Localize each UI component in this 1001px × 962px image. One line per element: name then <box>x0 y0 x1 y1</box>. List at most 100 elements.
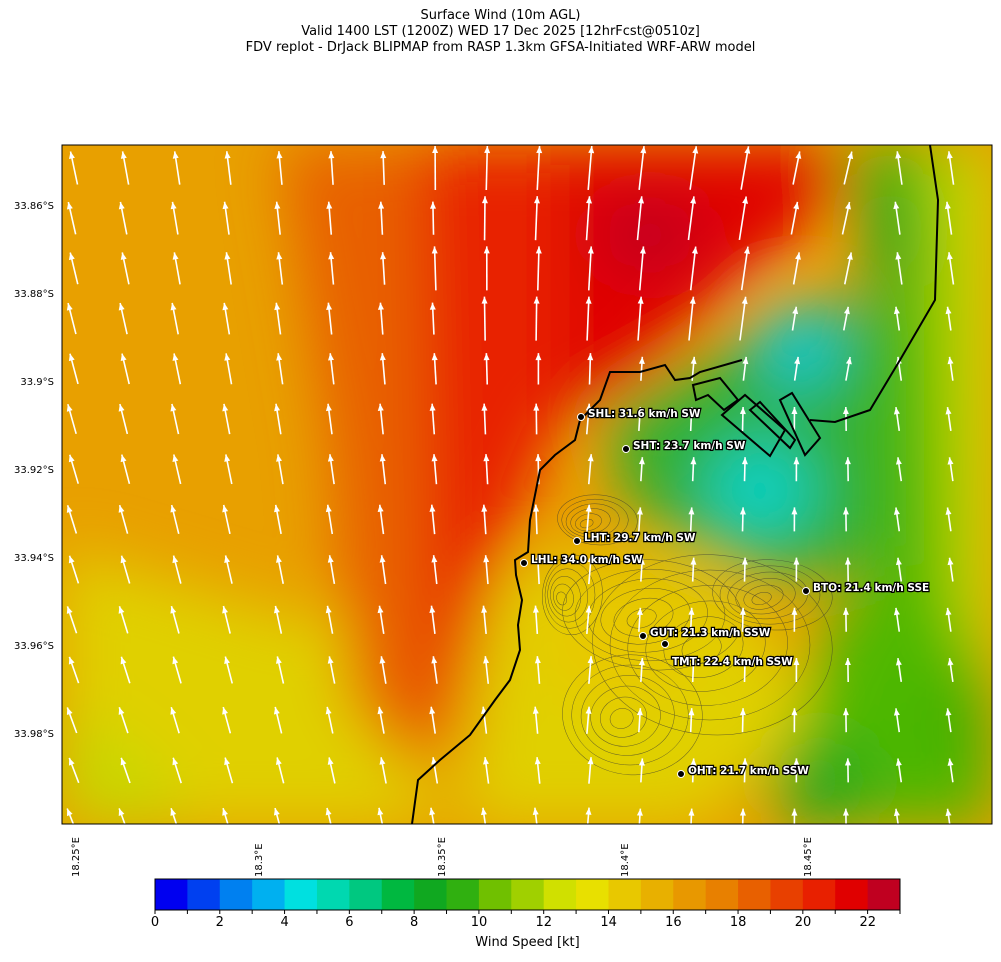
wind-arrow <box>483 454 490 485</box>
lat-label: 33.88°S <box>14 289 54 300</box>
contour-line <box>544 561 596 629</box>
wind-arrow <box>741 457 748 482</box>
wind-arrow <box>378 201 385 235</box>
wind-arrow <box>222 403 231 435</box>
station: GUT: 21.3 km/h SSW <box>639 626 772 640</box>
wind-arrow <box>843 151 854 185</box>
wind-arrow <box>377 504 385 535</box>
contour-line <box>751 591 772 605</box>
wind-arrow <box>172 151 181 185</box>
wind-arrow <box>893 708 901 733</box>
wind-arrow <box>895 557 903 582</box>
wind-arrow <box>535 353 542 385</box>
wind-arrow <box>741 657 748 683</box>
wind-arrow <box>274 201 281 235</box>
wind-arrow <box>431 555 438 585</box>
wind-arrow <box>791 406 798 432</box>
wind-arrow <box>587 353 594 385</box>
wind-arrow <box>276 151 283 185</box>
wind-arrow <box>66 808 75 824</box>
station: OHT: 21.7 km/h SSW <box>677 764 811 778</box>
contour-line <box>553 583 574 611</box>
colorbar-swatch <box>770 879 804 910</box>
wind-arrow <box>273 605 283 634</box>
colorbar-tick: 2 <box>215 915 224 930</box>
colorbar-swatch <box>316 879 350 910</box>
wind-arrow <box>118 707 129 734</box>
contour-line <box>743 584 784 610</box>
colorbar-tick: 6 <box>345 915 354 930</box>
station: LHL: 34.0 km/h SW <box>520 553 644 567</box>
wind-arrow <box>945 306 952 331</box>
station-dot <box>520 559 528 567</box>
wind-arrow <box>690 557 697 582</box>
wind-arrow <box>327 656 336 684</box>
station-label: LHT: 29.7 km/h SW <box>584 532 696 544</box>
colorbar-swatch <box>284 879 318 910</box>
station-label: SHT: 23.7 km/h SW <box>633 440 746 452</box>
wind-arrow <box>66 201 77 235</box>
contour-line <box>565 503 620 538</box>
contour-line <box>626 608 657 629</box>
lat-label: 33.9°S <box>20 377 54 388</box>
wind-arrow <box>587 757 594 784</box>
wind-arrow <box>224 757 234 784</box>
wind-arrow <box>172 353 182 385</box>
wind-arrow <box>895 457 903 482</box>
wind-arrow <box>688 808 695 824</box>
wind-arrow <box>431 454 438 485</box>
harbour-wall <box>691 376 740 412</box>
wind-arrow <box>483 246 490 291</box>
contour-line <box>609 708 634 729</box>
contour-line <box>580 675 675 756</box>
wind-arrow <box>535 246 542 291</box>
station-dot <box>622 445 630 453</box>
wind-arrow <box>431 656 438 684</box>
station: TMT: 22.4 km/h SSW <box>661 640 794 669</box>
wind-arrow <box>274 302 282 335</box>
wind-arrow <box>274 403 282 435</box>
wind-arrow <box>170 504 180 534</box>
contour-line <box>557 494 638 546</box>
contour-line <box>575 513 602 532</box>
wind-arrow <box>638 557 645 582</box>
station-dot <box>639 632 647 640</box>
wind-arrow <box>790 201 800 235</box>
wind-arrow <box>791 607 798 632</box>
wind-arrow <box>483 555 490 585</box>
colorbar-swatch <box>478 879 512 910</box>
wind-arrow <box>688 406 695 432</box>
wind-arrow <box>585 196 593 241</box>
wind-arrow <box>429 302 436 335</box>
wind-arrow <box>638 356 645 381</box>
wind-arrow <box>533 296 540 341</box>
wind-arrow <box>844 758 851 783</box>
wind-arrow <box>224 252 232 285</box>
wind-arrow <box>481 403 488 435</box>
station-label: BTO: 21.4 km/h SSE <box>813 582 929 594</box>
wind-arrow <box>532 605 539 635</box>
wind-arrow <box>946 151 955 185</box>
lon-label: 18.45°E <box>803 837 814 877</box>
wind-arrow <box>69 151 79 185</box>
coastline-east <box>809 145 940 424</box>
wind-arrow <box>842 607 849 632</box>
wind-arrow <box>379 757 387 784</box>
wind-arrow <box>945 407 952 431</box>
station-dot <box>802 587 810 595</box>
wind-arrow <box>791 708 798 733</box>
colorbar-swatch <box>543 879 577 910</box>
colorbar-swatch <box>608 879 642 910</box>
wind-arrow <box>587 555 594 585</box>
wind-arrow <box>170 706 180 734</box>
wind-arrow <box>945 808 952 824</box>
contour-line <box>663 616 744 678</box>
wind-arrow <box>893 607 901 632</box>
wind-arrow <box>481 504 488 535</box>
station: LHT: 29.7 km/h SW <box>573 531 697 545</box>
station-dot <box>573 537 581 545</box>
wind-arrow <box>276 353 284 385</box>
wind-arrow <box>587 656 594 684</box>
wind-arrow <box>532 706 539 734</box>
wind-arrow <box>222 302 231 335</box>
